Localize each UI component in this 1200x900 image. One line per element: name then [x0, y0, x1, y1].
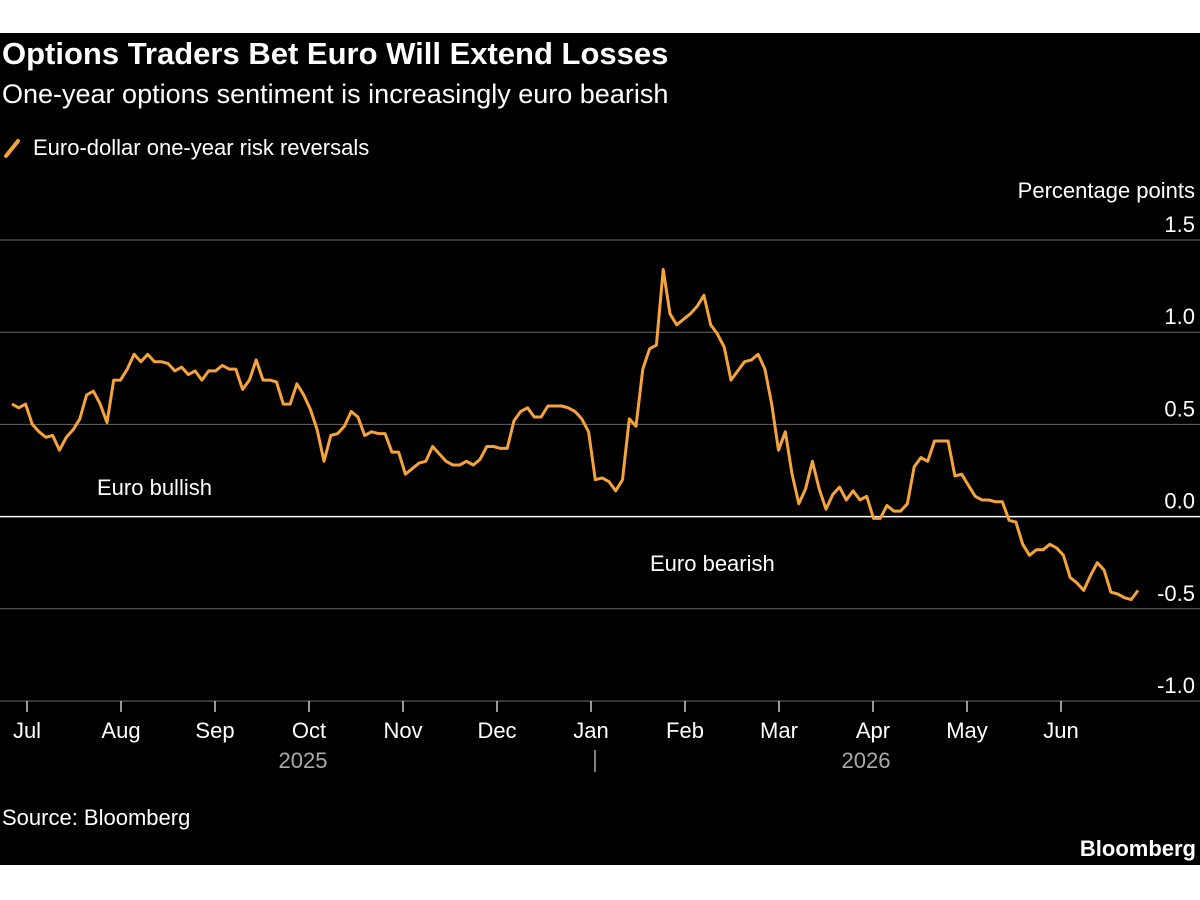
chart-subtitle: One-year options sentiment is increasing…: [2, 79, 668, 109]
x-tick-label: Sep: [195, 718, 234, 743]
x-tick-label: Jan: [573, 718, 608, 743]
credit: Bloomberg: [1080, 836, 1196, 861]
y-tick-label: 1.0: [1164, 304, 1195, 329]
x-tick-label: Feb: [666, 718, 704, 743]
background: [0, 33, 1200, 865]
source: Source: Bloomberg: [2, 805, 190, 830]
y-tick-label: -0.5: [1157, 581, 1195, 606]
annotation: Euro bearish: [650, 551, 775, 576]
y-axis-label: Percentage points: [1018, 178, 1195, 203]
y-tick-label: 0.5: [1164, 396, 1195, 421]
x-tick-label: Apr: [856, 718, 890, 743]
x-tick-label: Jun: [1043, 718, 1078, 743]
x-tick-label: Aug: [101, 718, 140, 743]
annotation: Euro bullish: [97, 475, 212, 500]
series-line: [11, 268, 1140, 602]
y-tick-label: -1.0: [1157, 673, 1195, 698]
chart-title: Options Traders Bet Euro Will Extend Los…: [2, 36, 668, 71]
y-tick-label: 0.0: [1164, 489, 1195, 514]
year-label: 2026: [842, 748, 891, 773]
x-tick-label: Mar: [760, 718, 798, 743]
legend-swatch: [4, 139, 20, 158]
x-tick-label: Nov: [383, 718, 422, 743]
x-tick-label: May: [946, 718, 988, 743]
legend-label: Euro-dollar one-year risk reversals: [33, 135, 369, 160]
x-tick-label: Dec: [477, 718, 516, 743]
year-label: 2025: [279, 748, 328, 773]
y-tick-label: 1.5: [1164, 212, 1195, 237]
x-tick-label: Oct: [292, 718, 326, 743]
x-tick-label: Jul: [13, 718, 41, 743]
